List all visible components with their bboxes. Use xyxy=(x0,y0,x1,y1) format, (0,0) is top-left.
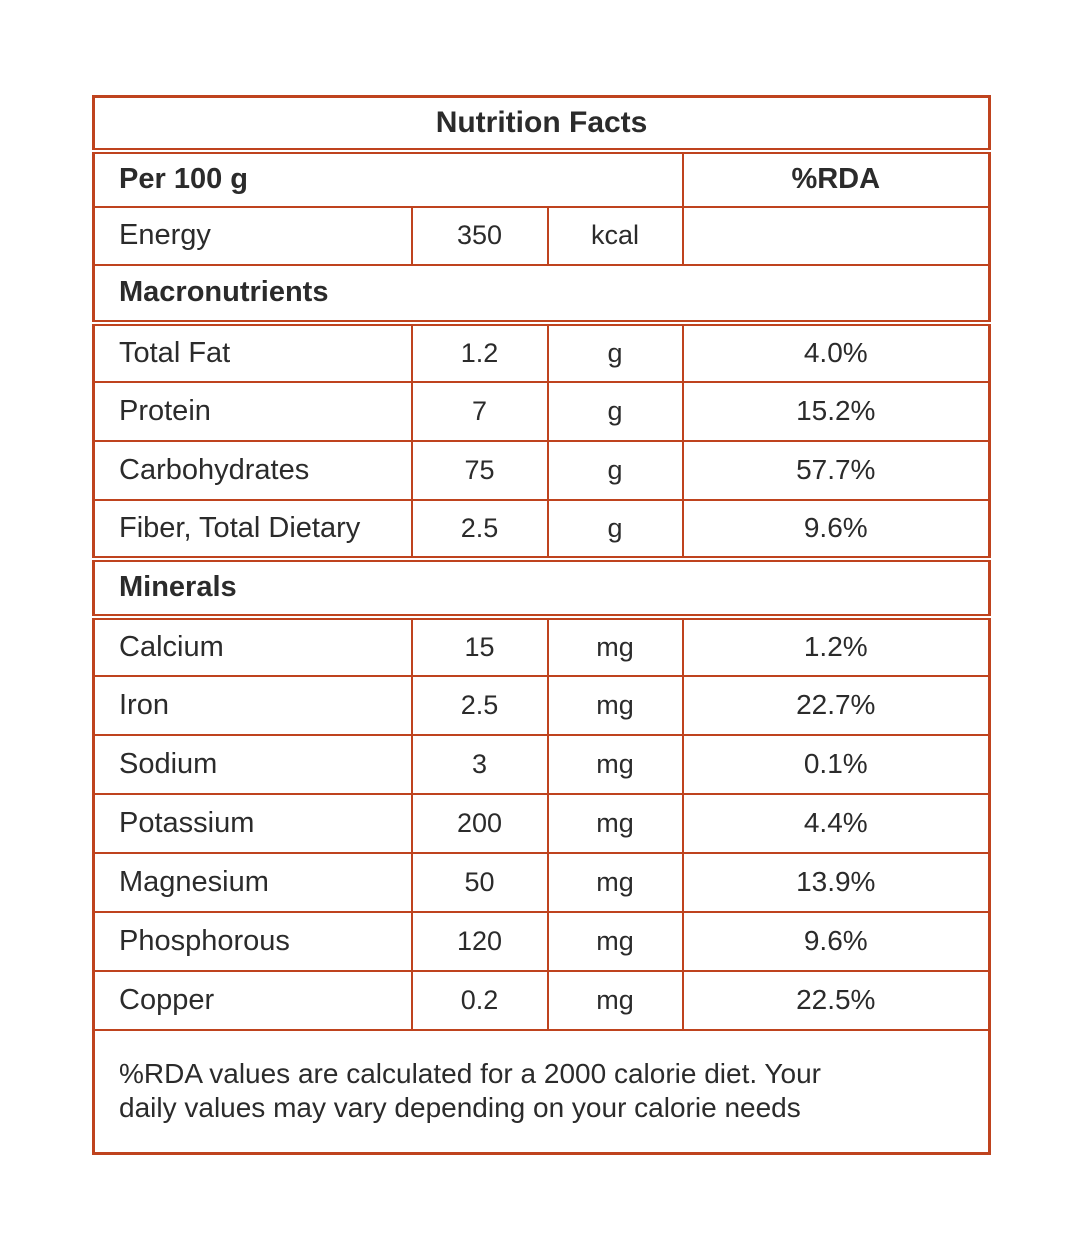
nutrient-label: Sodium xyxy=(92,733,413,795)
nutrient-row-carbohydrates: Carbohydrates 75 g 57.7% xyxy=(92,439,991,501)
table-title-row: Nutrition Facts xyxy=(92,95,991,154)
nutrient-value: 75 xyxy=(410,439,549,501)
nutrient-value: 200 xyxy=(410,792,549,854)
nutrient-label: Total Fat xyxy=(92,321,413,383)
section-title: Minerals xyxy=(92,555,991,620)
nutrient-rda: 4.0% xyxy=(681,321,991,383)
nutrient-row-protein: Protein 7 g 15.2% xyxy=(92,380,991,442)
nutrient-label: Energy xyxy=(92,205,413,266)
nutrient-value: 2.5 xyxy=(410,674,549,736)
column-header-row: Per 100 g %RDA xyxy=(92,149,991,208)
table-title: Nutrition Facts xyxy=(92,95,991,154)
nutrient-label: Fiber, Total Dietary xyxy=(92,498,413,560)
nutrient-unit: mg xyxy=(546,733,684,795)
nutrient-value: 2.5 xyxy=(410,498,549,560)
nutrient-label: Calcium xyxy=(92,615,413,677)
nutrient-rda xyxy=(681,205,991,266)
nutrient-value: 1.2 xyxy=(410,321,549,383)
nutrient-label: Iron xyxy=(92,674,413,736)
nutrient-row-fiber: Fiber, Total Dietary 2.5 g 9.6% xyxy=(92,498,991,560)
nutrient-rda: 57.7% xyxy=(681,439,991,501)
nutrient-value: 7 xyxy=(410,380,549,442)
nutrient-label: Copper xyxy=(92,969,413,1031)
nutrient-rda: 4.4% xyxy=(681,792,991,854)
nutrient-value: 15 xyxy=(410,615,549,677)
nutrient-row-calcium: Calcium 15 mg 1.2% xyxy=(92,615,991,677)
nutrient-unit: g xyxy=(546,439,684,501)
footnote-cell: %RDA values are calculated for a 2000 ca… xyxy=(92,1028,991,1155)
nutrient-row-potassium: Potassium 200 mg 4.4% xyxy=(92,792,991,854)
nutrient-value: 50 xyxy=(410,851,549,913)
nutrient-value: 120 xyxy=(410,910,549,972)
nutrient-unit: g xyxy=(546,380,684,442)
nutrient-unit: g xyxy=(546,498,684,560)
nutrient-label: Magnesium xyxy=(92,851,413,913)
nutrient-rda: 22.5% xyxy=(681,969,991,1031)
nutrient-rda: 0.1% xyxy=(681,733,991,795)
nutrient-unit: mg xyxy=(546,674,684,736)
nutrient-unit: mg xyxy=(546,792,684,854)
nutrient-rda: 22.7% xyxy=(681,674,991,736)
nutrient-row-magnesium: Magnesium 50 mg 13.9% xyxy=(92,851,991,913)
rda-column-header: %RDA xyxy=(681,149,991,208)
nutrient-row-iron: Iron 2.5 mg 22.7% xyxy=(92,674,991,736)
section-header-macronutrients: Macronutrients xyxy=(92,263,991,326)
nutrient-value: 3 xyxy=(410,733,549,795)
nutrient-label: Phosphorous xyxy=(92,910,413,972)
nutrient-label: Potassium xyxy=(92,792,413,854)
serving-size-header: Per 100 g xyxy=(92,149,684,208)
nutrient-rda: 9.6% xyxy=(681,910,991,972)
nutrient-value: 350 xyxy=(410,205,549,266)
nutrient-rda: 1.2% xyxy=(681,615,991,677)
nutrient-label: Protein xyxy=(92,380,413,442)
nutrient-row-sodium: Sodium 3 mg 0.1% xyxy=(92,733,991,795)
nutrient-unit: mg xyxy=(546,851,684,913)
footnote-line-1: %RDA values are calculated for a 2000 ca… xyxy=(119,1058,821,1090)
nutrient-rda: 13.9% xyxy=(681,851,991,913)
nutrient-unit: g xyxy=(546,321,684,383)
nutrient-unit: mg xyxy=(546,910,684,972)
section-header-minerals: Minerals xyxy=(92,555,991,620)
nutrient-unit: kcal xyxy=(546,205,684,266)
nutrient-row-total-fat: Total Fat 1.2 g 4.0% xyxy=(92,321,991,383)
nutrient-rda: 15.2% xyxy=(681,380,991,442)
nutrient-label: Carbohydrates xyxy=(92,439,413,501)
footnote-line-2: daily values may vary depending on your … xyxy=(119,1092,801,1124)
nutrient-row-copper: Copper 0.2 mg 22.5% xyxy=(92,969,991,1031)
footnote-row: %RDA values are calculated for a 2000 ca… xyxy=(92,1028,991,1155)
nutrient-value: 0.2 xyxy=(410,969,549,1031)
energy-row: Energy 350 kcal xyxy=(92,205,991,266)
nutrient-unit: mg xyxy=(546,969,684,1031)
section-title: Macronutrients xyxy=(92,263,991,326)
nutrient-rda: 9.6% xyxy=(681,498,991,560)
nutrition-facts-table: Nutrition Facts Per 100 g %RDA Energy 35… xyxy=(92,95,992,1155)
nutrient-row-phosphorous: Phosphorous 120 mg 9.6% xyxy=(92,910,991,972)
nutrient-unit: mg xyxy=(546,615,684,677)
